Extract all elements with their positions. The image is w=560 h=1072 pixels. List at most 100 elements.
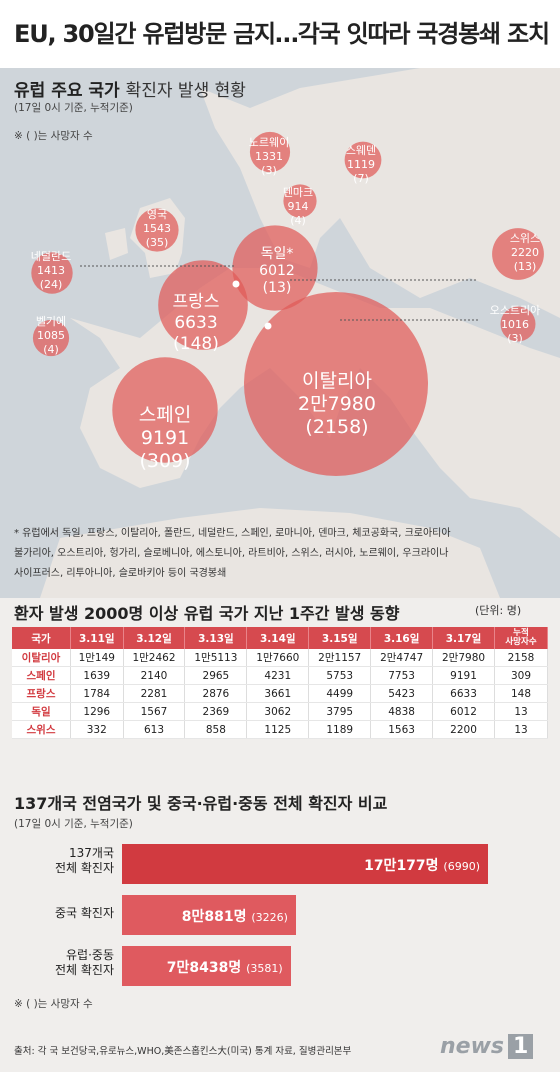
section3-note: ※ ( )는 사망자 수	[14, 998, 93, 1010]
section1-title-light: 확진자 발생 현황	[125, 81, 246, 101]
bar-europe-mideast	[122, 946, 291, 986]
country-name: 독일*	[260, 246, 294, 262]
map-label-spain: 스페인 9191 (309)	[139, 404, 191, 473]
bar-deaths: (3226)	[251, 911, 288, 924]
country-name: 노르웨이	[248, 136, 290, 149]
bar-label-line: 137개국	[69, 846, 114, 860]
bar-label-china: 중국 확진자	[55, 906, 114, 921]
header-cell: 3.16일	[370, 627, 434, 649]
header-cell: 3.17일	[432, 627, 495, 649]
map-label-austria: 오스트리아 1016 (3)	[490, 304, 541, 346]
bubble-sweden	[344, 141, 382, 179]
table-cell: 3795	[308, 702, 372, 721]
section2-title: 환자 발생 2000명 이상 유럽 국가 지난 1주간 발생 동향	[14, 604, 400, 623]
table-row: 프랑스 1784 2281 2876 3661 4499 5423 6633 1…	[12, 684, 548, 703]
table-cell: 309	[494, 666, 548, 685]
country-cell: 독일	[12, 702, 71, 721]
table-cell: 1639	[70, 666, 124, 685]
bar-value-total: 17만177명 (6990)	[364, 855, 480, 875]
case-count: 1119	[347, 158, 375, 171]
table-cell: 1만5113	[184, 649, 248, 667]
case-count: 6633	[174, 313, 218, 333]
cum-header-line: 사망자수	[505, 637, 537, 647]
country-name: 오스트리아	[489, 304, 541, 317]
bar-value-europe-mideast: 7만8438명 (3581)	[167, 957, 283, 977]
table-cell: 1567	[123, 702, 186, 721]
header-cell: 3.11일	[70, 627, 124, 649]
country-name: 프랑스	[172, 292, 220, 312]
table-cell: 5423	[370, 684, 434, 703]
table-cell: 9191	[432, 666, 495, 685]
case-count: 1413	[36, 264, 65, 277]
bubble-germany	[232, 225, 318, 311]
land-ireland	[105, 228, 128, 260]
logo-text: news	[440, 1034, 505, 1059]
headline: EU, 30일간 유럽방문 금지…각국 잇따라 국경봉쇄 조치	[14, 20, 550, 48]
table-row: 스페인 1639 2140 2965 4231 5753 7753 9191 3…	[12, 666, 548, 685]
table-row: 스위스 332 613 858 1125 1189 1563 2200 13	[12, 720, 548, 739]
section1-title: 유럽 주요 국가 확진자 발생 현황	[14, 76, 246, 101]
bubble-norway	[249, 131, 291, 173]
header-cell-cumulative: 누적 사망자수	[494, 627, 548, 649]
table-cell: 13	[494, 702, 548, 721]
country-name: 스위스	[509, 232, 541, 245]
country-name: 벨기에	[35, 315, 67, 328]
bar-label-total: 137개국 전체 확진자	[55, 846, 114, 876]
cum-header-line: 누적	[513, 628, 529, 638]
bubble-france	[158, 260, 248, 350]
death-count: (4)	[290, 214, 306, 227]
death-count: (3)	[261, 164, 277, 177]
table-cell: 6633	[432, 684, 495, 703]
table-cell: 1만7660	[246, 649, 310, 667]
bar-label-europe-mideast: 유럽·중동 전체 확진자	[55, 948, 114, 978]
table-cell: 3062	[246, 702, 310, 721]
table-cell: 2만7980	[432, 649, 495, 667]
map-label-france: 프랑스 6633 (148)	[173, 292, 220, 355]
country-name: 스웨덴	[345, 144, 377, 157]
table-cell: 1만2462	[123, 649, 186, 667]
table-cell: 2140	[123, 666, 186, 685]
table-row: 독일 1296 1567 2369 3062 3795 4838 6012 13	[12, 702, 548, 721]
map-label-sweden: 스웨덴 1119 (7)	[346, 144, 376, 186]
table-cell: 1296	[70, 702, 124, 721]
map-label-italy: 이탈리아 2만7980 (2158)	[298, 370, 376, 439]
bar-value-china: 8만881명 (3226)	[182, 906, 288, 926]
news1-logo: news 1	[440, 1034, 534, 1059]
unit-label: (단위: 명)	[475, 604, 522, 617]
case-count: 1016	[500, 318, 529, 331]
case-count: 1085	[37, 329, 65, 342]
bar-label-line: 중국 확진자	[54, 906, 114, 920]
table-cell: 1563	[370, 720, 434, 739]
table-cell: 5753	[308, 666, 372, 685]
case-count: 2만7980	[298, 393, 376, 415]
table-cell: 4838	[370, 702, 434, 721]
map-footnote: * 유럽에서 독일, 프랑스, 이탈리아, 폴란드, 네덜란드, 스페인, 로마…	[14, 524, 534, 584]
map-label-denmark: 덴마크 914 (4)	[283, 186, 313, 228]
case-count: 6012	[259, 263, 295, 279]
bar-value: 8만881명	[181, 909, 247, 925]
country-cell: 스페인	[12, 666, 71, 685]
country-name: 스페인	[138, 404, 192, 426]
table-header-row: 국가 3.11일 3.12일 3.13일 3.14일 3.15일 3.16일 3…	[12, 627, 548, 649]
section1-note: ※ ( )는 사망자 수	[14, 130, 93, 142]
death-count: (13)	[513, 260, 537, 273]
death-count: (4)	[43, 343, 59, 356]
death-count: (309)	[139, 450, 191, 472]
country-cell: 스위스	[12, 720, 71, 739]
bubble-uk	[135, 208, 179, 252]
map-label-switzerland: 스위스 2220 (13)	[510, 232, 540, 274]
bubble-switzerland	[492, 228, 544, 280]
section1-title-bold: 유럽 주요 국가	[14, 81, 120, 101]
table-cell: 2200	[432, 720, 495, 739]
country-name: 네덜란드	[30, 250, 72, 263]
section3-basis: (17일 0시 기준, 누적기준)	[14, 818, 133, 830]
map-svg	[31, 68, 560, 598]
header-cell: 3.13일	[184, 627, 248, 649]
table-cell: 1784	[70, 684, 124, 703]
map-label-norway: 노르웨이 1331 (3)	[249, 136, 289, 178]
country-name: 이탈리아	[302, 370, 372, 392]
footnote-line: 불가리아, 오스트리아, 헝가리, 슬로베니아, 에스토니아, 라트비아, 스위…	[14, 548, 449, 559]
table-cell: 4231	[246, 666, 310, 685]
header: EU, 30일간 유럽방문 금지…각국 잇따라 국경봉쇄 조치	[0, 0, 560, 68]
header-cell: 3.14일	[246, 627, 310, 649]
